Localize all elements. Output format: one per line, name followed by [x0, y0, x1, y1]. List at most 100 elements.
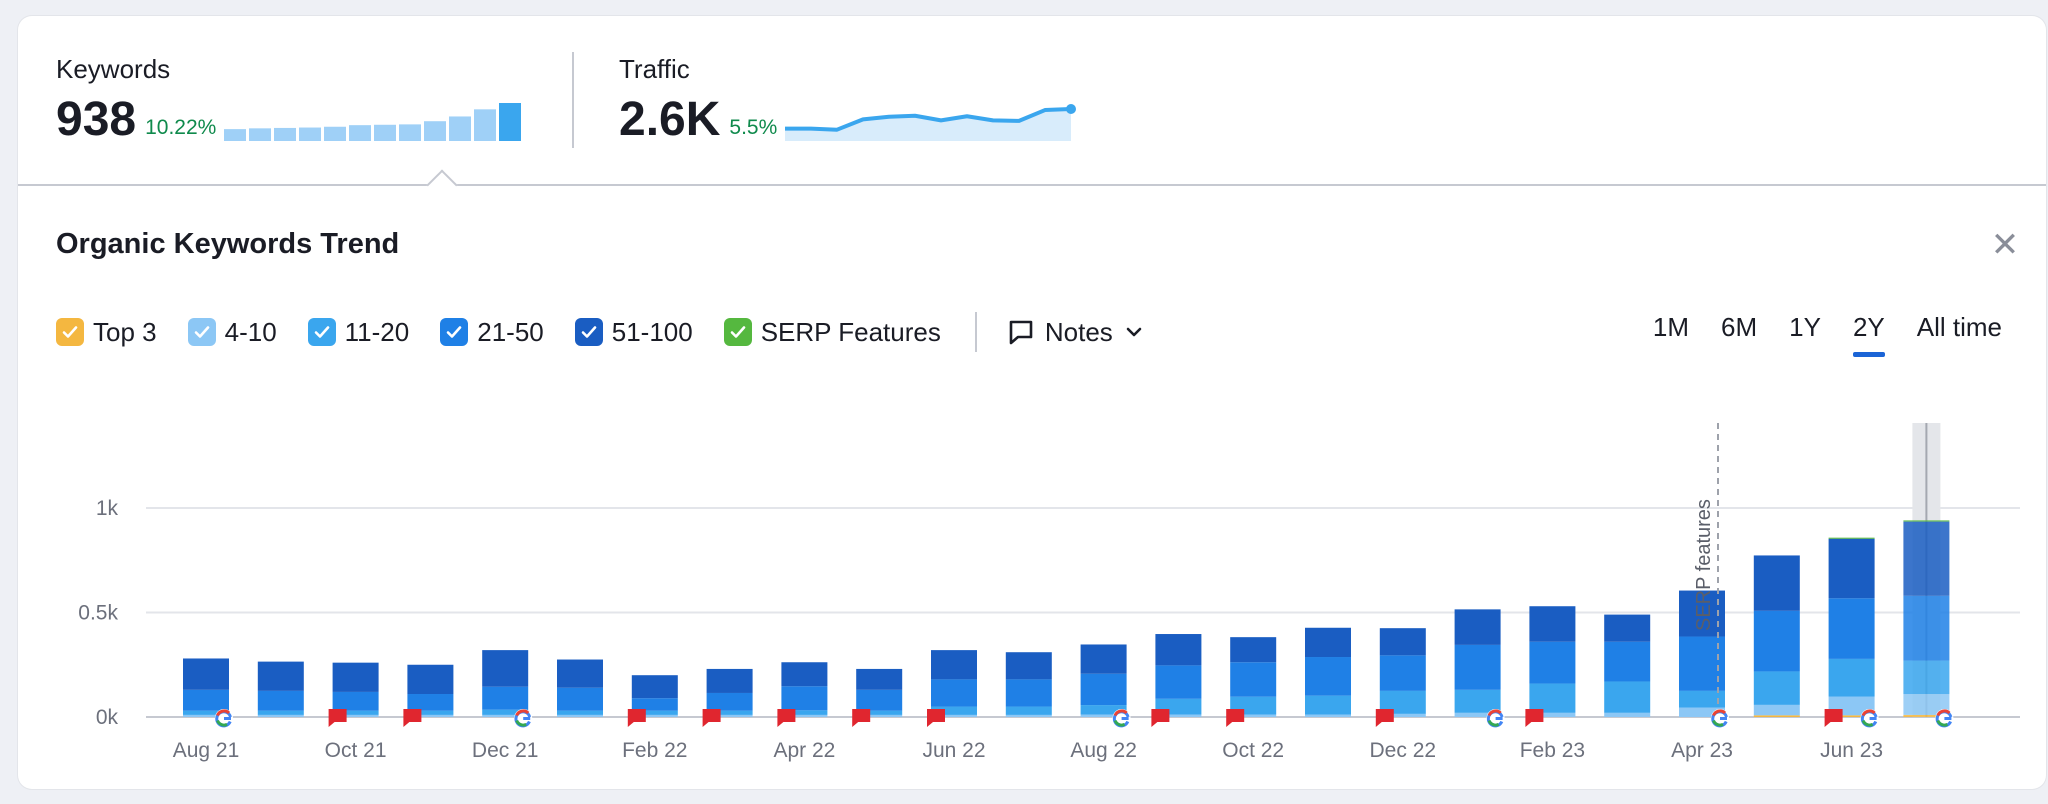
- x-tick-label: Jun 23: [1820, 739, 1883, 762]
- note-flag-icon: [1525, 709, 1544, 727]
- bar-segment: [781, 714, 828, 717]
- bar-segment: [1604, 681, 1651, 713]
- x-tick-label: Aug 21: [173, 739, 240, 762]
- range-2y[interactable]: 2Y: [1852, 312, 1885, 357]
- bar-segment: [1005, 706, 1052, 715]
- bar-segment: [407, 710, 454, 715]
- bar-segment: [631, 714, 678, 717]
- bar-segment: [482, 714, 529, 717]
- bar-segment: [856, 714, 903, 717]
- legend-4-10[interactable]: 4-10: [187, 317, 277, 348]
- bar-segment: [557, 659, 603, 688]
- range-1m[interactable]: 1M: [1652, 312, 1689, 342]
- bar-segment: [1080, 673, 1127, 706]
- bar-segment: [183, 658, 229, 690]
- legend-21-50[interactable]: 21-50: [440, 317, 544, 348]
- bar-segment: [557, 687, 603, 711]
- bar-segment: [1379, 655, 1426, 691]
- keywords-spark-bar: [374, 124, 397, 141]
- x-tick-label: Apr 22: [773, 739, 835, 762]
- bar-segment: [1903, 520, 1950, 522]
- bar-segment: [482, 709, 529, 715]
- notes-label: Notes: [1044, 316, 1113, 347]
- bar-segment: [1005, 652, 1052, 680]
- legend-top-3[interactable]: Top 3: [56, 317, 157, 348]
- bar-segment: [1903, 694, 1950, 715]
- range-6m[interactable]: 6M: [1721, 312, 1758, 342]
- google-update-icon: [514, 709, 533, 728]
- notes-icon: [1009, 320, 1033, 345]
- bar-segment: [706, 668, 753, 693]
- legend-label: Top 3: [93, 316, 157, 347]
- bar-segment: [1305, 714, 1351, 717]
- note-flag-icon: [1151, 709, 1170, 727]
- range-all-time[interactable]: All time: [1916, 312, 2002, 342]
- bar-segment: [931, 650, 977, 680]
- bar-segment: [1155, 634, 1202, 666]
- bar-segment: [1005, 714, 1052, 717]
- range-1y[interactable]: 1Y: [1789, 312, 1821, 342]
- google-icon-arc: [1487, 719, 1500, 727]
- bar-segment: [1379, 690, 1426, 714]
- bar-segment: [1679, 690, 1725, 708]
- bar-segment: [706, 714, 753, 717]
- bar-segment: [1604, 614, 1651, 642]
- google-icon-arc: [515, 709, 530, 717]
- bar-segment: [1604, 712, 1651, 717]
- note-flag-icon: [777, 709, 796, 727]
- bar-segment: [183, 689, 229, 711]
- panel-title: Organic Keywords Trend: [56, 228, 400, 260]
- checkbox-icon: [574, 318, 603, 346]
- bar-segment: [1305, 627, 1351, 658]
- keywords-spark-bar: [274, 127, 297, 141]
- notes-dropdown[interactable]: Notes: [1007, 317, 1145, 348]
- bar-segment: [1080, 644, 1127, 674]
- legend: Top 3 4-10 11-20 21-50 51-100 SERP Featu…: [56, 312, 1145, 352]
- bar-segment: [631, 698, 678, 711]
- keywords-spark-bar: [474, 109, 497, 141]
- traffic-metric[interactable]: Traffic 2.6K 5.5%: [619, 54, 1085, 144]
- bar-segment: [1903, 595, 1950, 661]
- bar-segment: [1604, 641, 1651, 682]
- summary-divider: [572, 52, 574, 148]
- bar-segment: [1080, 714, 1127, 717]
- bar-segment: [1305, 657, 1351, 696]
- bar-segment: [183, 714, 229, 717]
- organic-keywords-widget: Keywords 938 10.22% Traffic 2.6K 5.5% Or…: [18, 16, 2046, 789]
- google-update-icon: [215, 709, 233, 728]
- google-icon-arc: [216, 719, 228, 727]
- bar-segment: [1753, 671, 1800, 705]
- bar-segment: [931, 706, 977, 715]
- traffic-spark-area: [785, 109, 1072, 141]
- date-range-selector: 1M 6M 1Y 2Y All time: [1621, 312, 2002, 357]
- bar-segment: [482, 686, 529, 710]
- bar-segment: [1454, 689, 1501, 713]
- google-icon-arc: [1113, 709, 1128, 717]
- bar-segment: [332, 714, 379, 717]
- bar-segment: [407, 694, 454, 711]
- bar-segment: [1454, 712, 1501, 717]
- traffic-spark-line: [785, 107, 1072, 132]
- legend-label: 51-100: [611, 316, 693, 347]
- legend-11-20[interactable]: 11-20: [307, 317, 409, 348]
- bar-segment: [781, 710, 828, 715]
- close-icon[interactable]: ✕: [1990, 226, 2020, 264]
- google-icon-arc: [1936, 709, 1951, 717]
- google-update-icon: [1711, 709, 1729, 728]
- bar-segment: [781, 662, 828, 687]
- y-tick-label: 1k: [96, 497, 119, 520]
- legend-serp-features[interactable]: SERP Features: [723, 317, 941, 348]
- keywords-spark-bar: [449, 116, 472, 141]
- keywords-metric[interactable]: Keywords 938 10.22%: [56, 54, 524, 144]
- bar-segment: [631, 675, 678, 699]
- bar-segment: [1753, 704, 1800, 716]
- note-flag-icon: [627, 709, 646, 727]
- google-icon-arc: [1113, 719, 1126, 727]
- x-tick-label: Apr 23: [1671, 739, 1733, 762]
- google-icon-arc: [515, 719, 527, 727]
- bar-segment: [1230, 714, 1277, 717]
- bar-segment: [1828, 715, 1875, 717]
- legend-51-100[interactable]: 51-100: [574, 316, 693, 348]
- summary-bar: Keywords 938 10.22% Traffic 2.6K 5.5%: [18, 16, 2046, 201]
- checkbox-icon: [440, 318, 469, 346]
